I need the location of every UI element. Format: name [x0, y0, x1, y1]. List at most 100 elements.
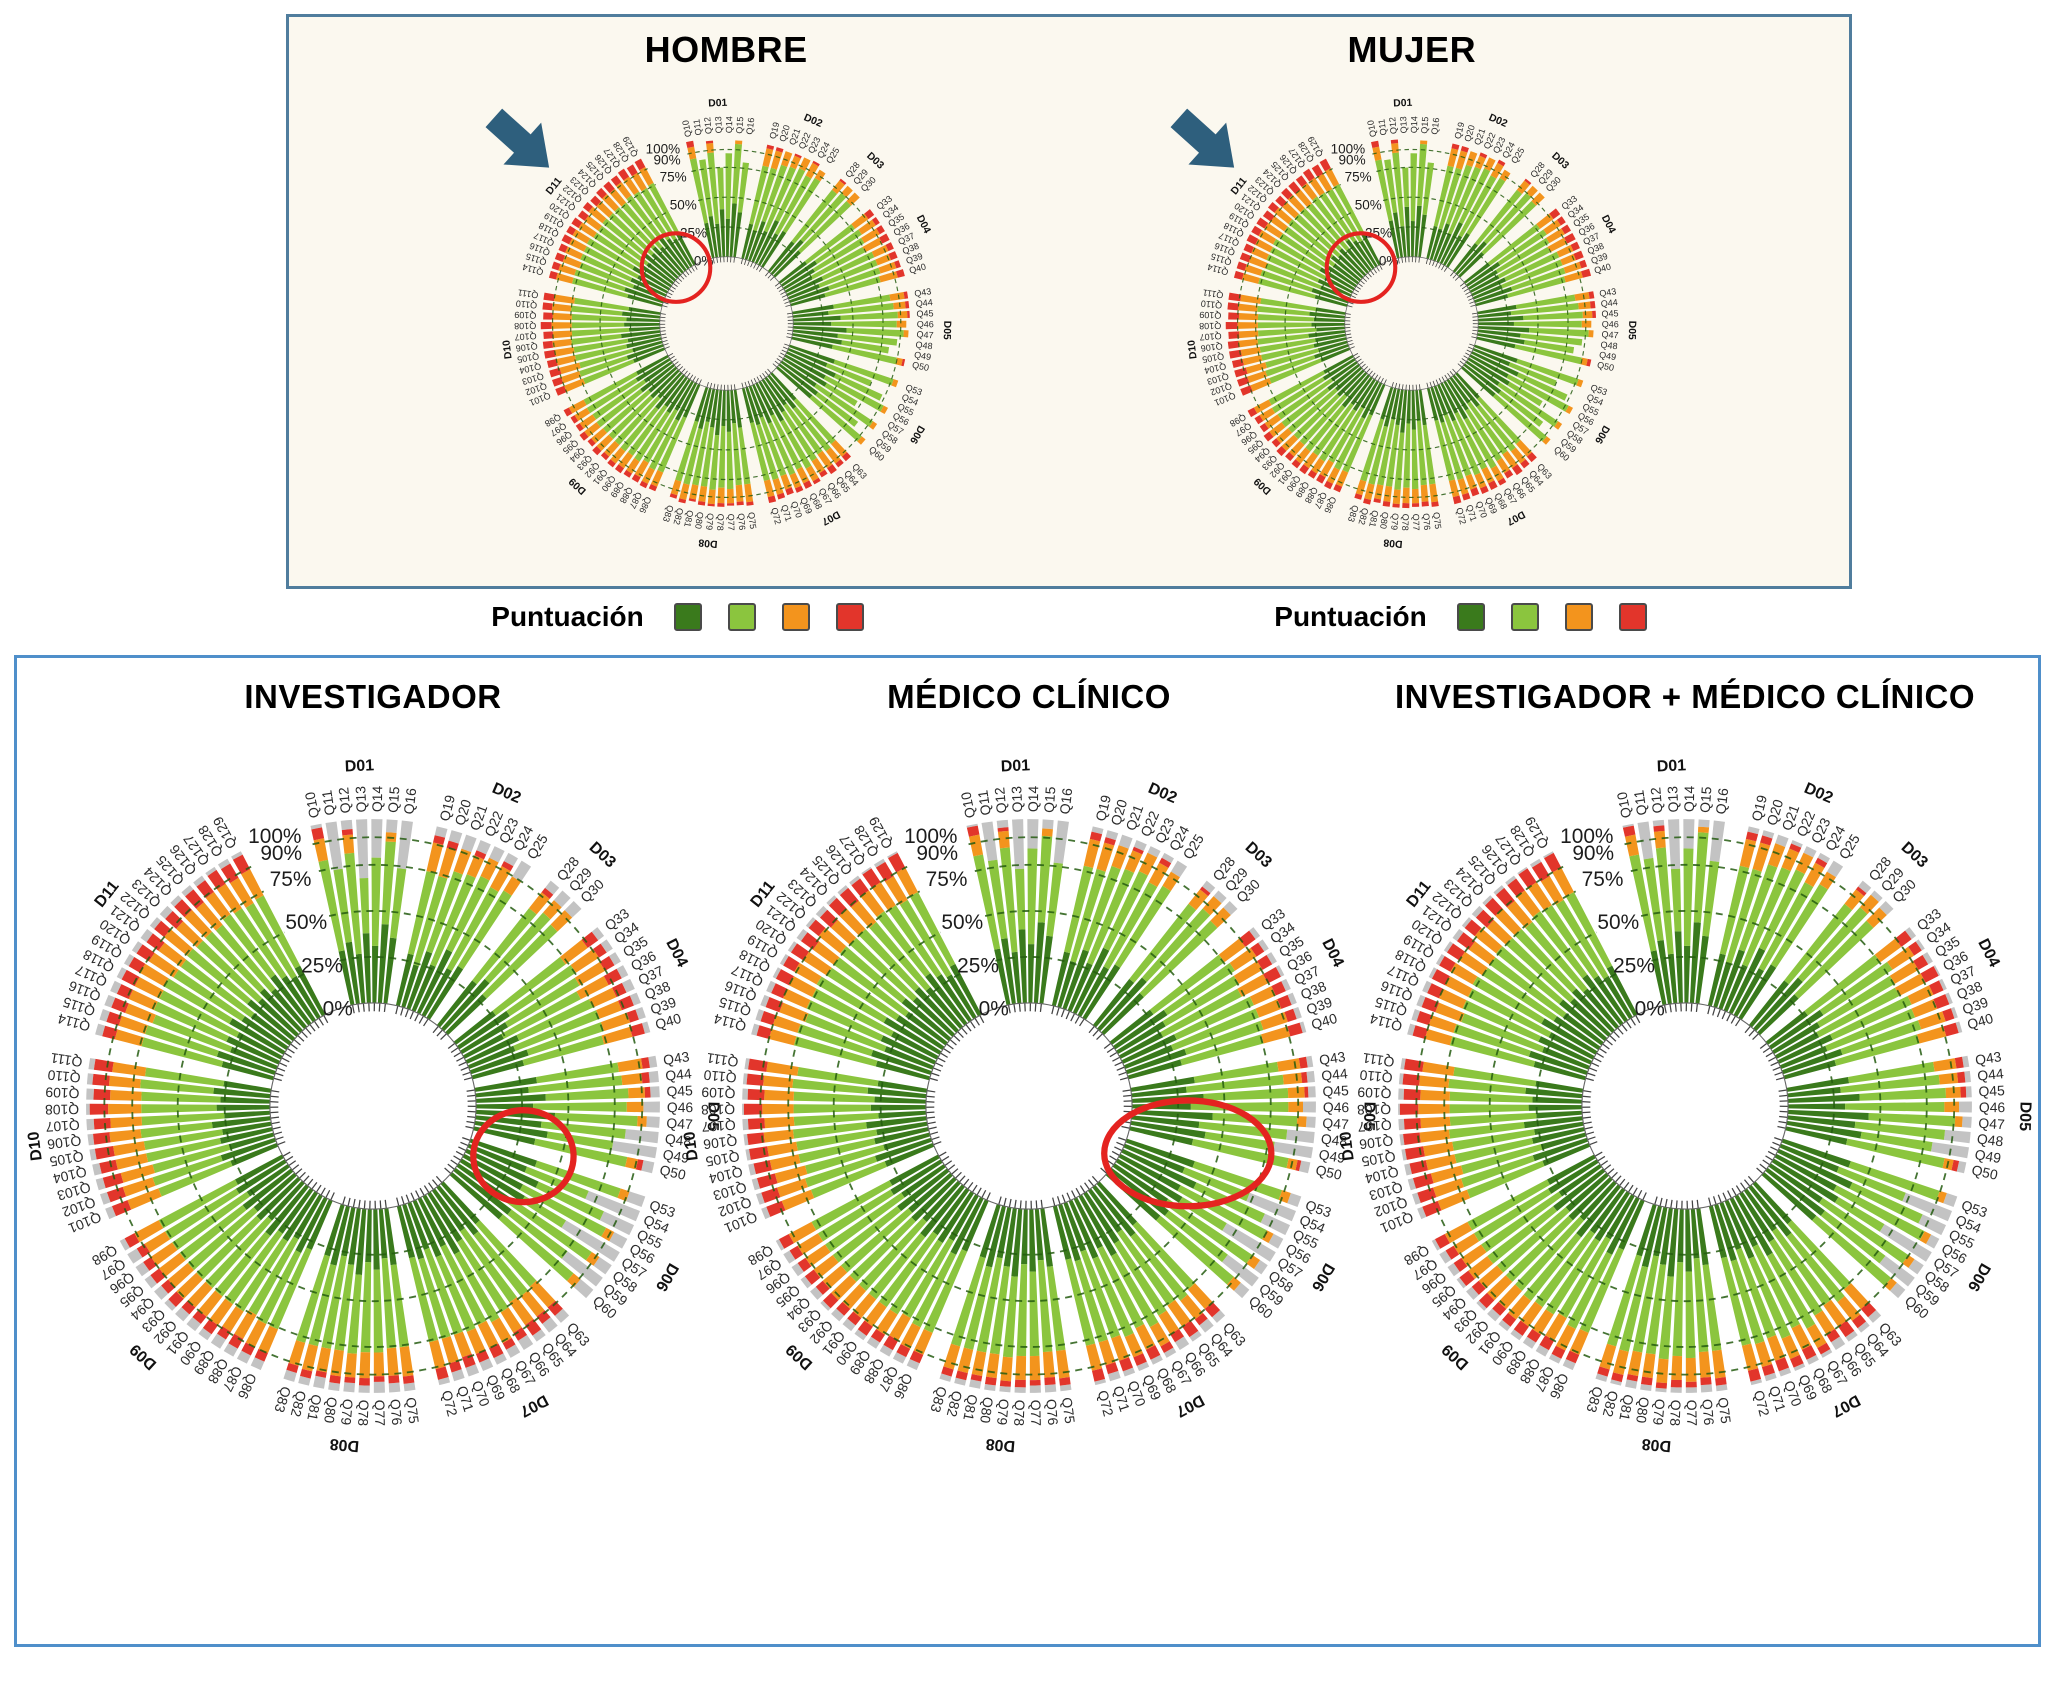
bar-Q111-seg3 [554, 294, 575, 303]
inner-tick-Q44 [787, 317, 792, 318]
inner-tick-Q89 [1375, 375, 1378, 380]
inner-tick-Q97 [1598, 1156, 1605, 1160]
remainder-Q13 [1668, 819, 1680, 869]
score-legend-mujer: Puntuación [1274, 601, 1646, 633]
inner-tick-Q121 [1603, 1044, 1610, 1049]
bar-Q81-seg3 [689, 484, 698, 499]
inner-tick-Q127 [1374, 269, 1377, 274]
domain-label-D03: D03 [1242, 839, 1275, 871]
inner-tick-Q64 [765, 371, 768, 375]
bar-Q77-seg2 [1412, 429, 1419, 489]
inner-tick-Q81 [1665, 1199, 1667, 1207]
inner-tick-Q110 [926, 1096, 934, 1097]
inner-tick-Q70 [1718, 1195, 1721, 1203]
bar-Q83-seg3 [1356, 480, 1367, 496]
inner-tick-Q25 [424, 1019, 429, 1026]
inner-tick-Q70 [406, 1195, 409, 1203]
inner-tick-Q67 [420, 1188, 424, 1195]
inner-tick-Q56 [1768, 1151, 1775, 1155]
bar-Q76-seg4 [1422, 501, 1429, 506]
inner-tick-Q16 [1040, 1004, 1041, 1012]
inner-tick-Q68 [1439, 378, 1441, 383]
inner-tick-Q24 [756, 265, 759, 270]
inner-circle [1582, 1003, 1788, 1209]
inner-tick-Q91 [308, 1179, 313, 1186]
inner-tick-Q58 [1763, 1160, 1770, 1165]
inner-tick-Q29 [768, 274, 772, 278]
legend-swatches [1457, 603, 1647, 631]
inner-tick-Q38 [461, 1067, 469, 1070]
inner-tick-Q67 [1732, 1188, 1736, 1195]
inner-tick-Q75 [734, 384, 735, 389]
legend-swatch-1 [1457, 603, 1485, 631]
inner-tick-Q57 [1110, 1156, 1117, 1160]
inner-tick-Q123 [1363, 278, 1367, 282]
bar-Q111-seg3 [112, 1062, 146, 1076]
bar-Q46-seg2 [1845, 1102, 1944, 1112]
inner-tick-Q123 [298, 1036, 304, 1042]
question-label-Q78: Q78 [355, 1400, 372, 1427]
inner-tick-Q119 [1597, 1053, 1604, 1057]
inner-tick-Q90 [312, 1182, 317, 1189]
inner-tick-Q118 [667, 292, 672, 295]
inner-tick-Q55 [1770, 1147, 1778, 1151]
inner-tick-Q80 [359, 1200, 360, 1208]
question-label-Q16: Q16 [744, 117, 756, 135]
bar-Q77-seg1 [1412, 390, 1416, 429]
bar-Q80-seg4 [329, 1375, 341, 1384]
question-label-Q75: Q75 [1059, 1396, 1078, 1424]
inner-tick-Q44 [467, 1095, 475, 1096]
bar-Q28-seg1 [1453, 243, 1478, 273]
inner-tick-Q40 [464, 1078, 472, 1080]
inner-tick-Q39 [1470, 302, 1475, 304]
question-label-Q15: Q15 [1420, 116, 1431, 134]
inner-tick-Q111 [271, 1091, 279, 1092]
question-label-Q14: Q14 [1681, 785, 1697, 812]
question-label-Q78: Q78 [1400, 514, 1411, 531]
inner-tick-Q124 [302, 1032, 308, 1038]
remainder-Q14 [371, 819, 382, 858]
bar-Q108-seg1 [624, 323, 660, 327]
inner-tick-Q22 [1436, 262, 1438, 267]
domain-label-D07: D07 [1829, 1391, 1863, 1420]
inner-tick-Q120 [943, 1048, 950, 1053]
bar-Q21-seg3 [1466, 151, 1477, 167]
inner-tick-Q57 [454, 1156, 461, 1160]
bar-Q77-seg1 [726, 390, 730, 432]
question-label-Q47: Q47 [916, 329, 934, 340]
bar-Q107-seg4 [1404, 1118, 1421, 1130]
inner-tick-Q120 [1599, 1048, 1606, 1053]
bar-Q78-seg4 [359, 1378, 370, 1386]
question-label-Q77: Q77 [372, 1400, 389, 1427]
remainder-Q109 [1398, 1088, 1404, 1099]
bar-Q79-seg4 [344, 1377, 355, 1383]
bar-Q78-seg1 [1021, 1209, 1028, 1264]
domain-label-D04: D04 [1599, 214, 1617, 236]
bar-Q77-seg4 [1030, 1380, 1041, 1386]
inner-tick-Q103 [662, 340, 667, 342]
legend-label: Puntuación [1274, 601, 1426, 633]
bar-Q10-seg4 [311, 827, 324, 840]
inner-tick-Q56 [1112, 1151, 1119, 1155]
question-label-Q13: Q13 [1399, 116, 1410, 133]
question-label-Q46: Q46 [1602, 319, 1619, 329]
bar-Q14-seg1 [726, 219, 730, 257]
radial-tick-50%: 50% [285, 911, 327, 934]
inner-tick-Q63 [1748, 1176, 1754, 1182]
bar-Q81-seg3 [1628, 1351, 1642, 1376]
radial-tick-0%: 0% [979, 998, 1009, 1021]
bar-Q14-seg1 [372, 946, 378, 1003]
inner-tick-Q58 [1462, 358, 1467, 361]
inner-tick-Q23 [1727, 1014, 1731, 1022]
inner-tick-Q40 [1120, 1078, 1128, 1080]
inner-tick-Q19 [1052, 1006, 1054, 1014]
bar-Q106-seg4 [542, 341, 552, 349]
inner-tick-Q33 [448, 1043, 455, 1048]
inner-tick-Q43 [1779, 1090, 1787, 1091]
bar-Q109-seg3 [110, 1090, 142, 1101]
question-label-Q44: Q44 [1977, 1065, 2005, 1084]
bar-Q109-seg4 [1404, 1089, 1421, 1100]
question-label-Q109: Q109 [514, 310, 536, 321]
inner-tick-Q40 [1776, 1078, 1784, 1080]
